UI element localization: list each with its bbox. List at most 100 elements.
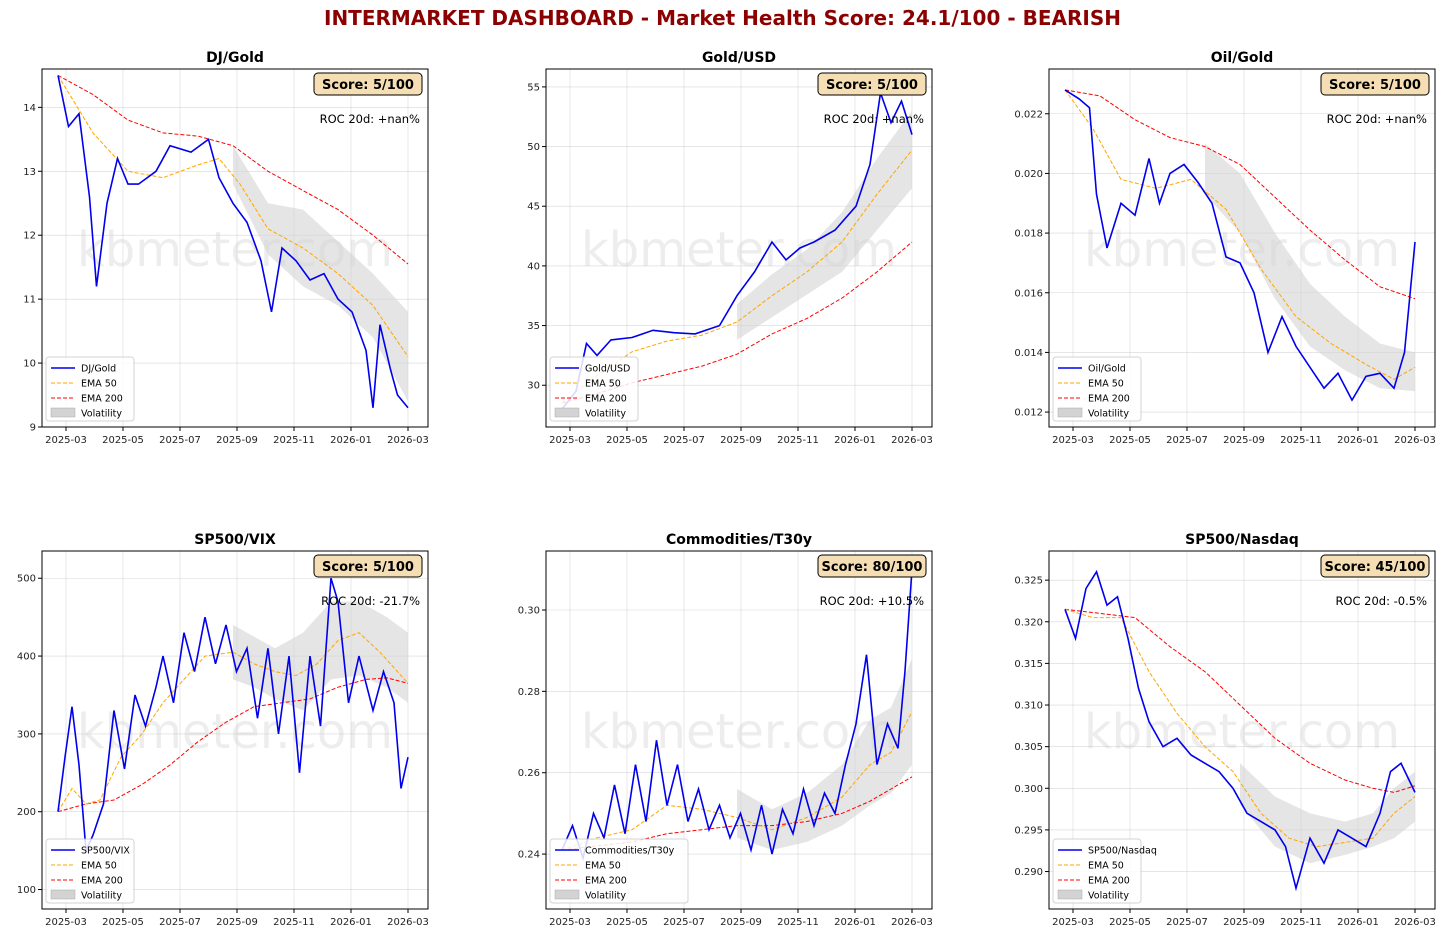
legend-label: EMA 50 — [585, 861, 621, 872]
x-tick-label: 2026-03 — [891, 435, 933, 446]
legend-label: EMA 50 — [1088, 379, 1124, 390]
legend-label: EMA 50 — [81, 379, 117, 390]
legend-box — [1052, 838, 1142, 904]
panel-title: DJ/Gold — [206, 50, 264, 66]
x-tick-label: 2025-11 — [777, 917, 819, 928]
legend-label: Volatility — [81, 891, 122, 902]
x-tick-label: 2026-03 — [387, 917, 429, 928]
y-tick-label: 0.310 — [1014, 701, 1043, 712]
x-tick-label: 2026-01 — [834, 917, 876, 928]
x-tick-label: 2025-07 — [663, 435, 705, 446]
ema200-line — [561, 776, 913, 851]
x-tick-label: 2025-09 — [720, 917, 762, 928]
legend-swatch — [50, 889, 76, 900]
legend-label: EMA 200 — [1088, 876, 1130, 887]
x-tick-label: 2025-11 — [1280, 435, 1322, 446]
chart-panel-3: SP500/VIX 100 200 300 400 500 2025-03 2025-05 20… — [17, 532, 429, 928]
legend-label: EMA 200 — [585, 394, 627, 405]
panel-title: SP500/Nasdaq — [1185, 532, 1299, 548]
ema200-line — [57, 677, 409, 813]
y-tick-label: 13 — [23, 167, 36, 178]
legend-label: EMA 200 — [1088, 394, 1130, 405]
volatility-band — [737, 110, 912, 340]
roc-label: ROC 20d: +nan% — [320, 112, 420, 126]
plot-frame — [41, 68, 429, 428]
y-tick-label: 0.320 — [1014, 617, 1043, 628]
y-tick-label: 9 — [30, 423, 36, 434]
score-box — [1320, 554, 1430, 578]
plot-frame — [41, 550, 429, 910]
y-tick-label: 0.325 — [1014, 576, 1043, 587]
chart-panel-2: Oil/Gold 0.012 0.014 0.016 0.018 0.020 0.022 20… — [1014, 50, 1436, 446]
score-box — [817, 72, 927, 96]
x-tick-label: 2025-03 — [1052, 917, 1094, 928]
plot-frame — [1048, 68, 1436, 428]
x-tick-label: 2026-01 — [834, 435, 876, 446]
y-tick-label: 0.315 — [1014, 659, 1043, 670]
y-tick-label: 50 — [527, 142, 540, 153]
ema50-line — [1064, 89, 1416, 380]
x-tick-label: 2025-03 — [45, 435, 87, 446]
x-tick-label: 2026-01 — [330, 435, 372, 446]
y-tick-label: 0.012 — [1014, 408, 1043, 419]
score-label: Score: 5/100 — [322, 78, 414, 93]
watermark: kbmeter.com — [1084, 704, 1400, 760]
legend-label: Commodities/T30y — [585, 846, 675, 857]
score-label: Score: 80/100 — [822, 560, 923, 575]
y-tick-label: 30 — [527, 381, 540, 392]
y-tick-label: 40 — [527, 261, 540, 272]
score-box — [1320, 72, 1430, 96]
legend-box — [549, 838, 689, 904]
legend-box — [45, 356, 135, 422]
chart-panel-0: DJ/Gold 9 10 11 12 13 14 2025-03 2025-05 2025-07 2… — [23, 50, 429, 446]
score-box — [313, 72, 423, 96]
legend-label: Oil/Gold — [1088, 364, 1126, 375]
legend-label: EMA 200 — [585, 876, 627, 887]
y-tick-label: 500 — [17, 574, 36, 585]
roc-label: ROC 20d: -21.7% — [321, 594, 420, 608]
price-line — [561, 569, 913, 862]
x-tick-label: 2026-01 — [330, 917, 372, 928]
legend-label: EMA 200 — [81, 876, 123, 887]
y-tick-label: 0.24 — [518, 850, 540, 861]
volatility-band — [233, 601, 408, 711]
legend-label: Gold/USD — [585, 364, 630, 375]
legend-label: DJ/Gold — [81, 364, 116, 375]
x-tick-label: 2025-11 — [1280, 917, 1322, 928]
y-tick-label: 45 — [527, 202, 540, 213]
legend-swatch — [1057, 889, 1083, 900]
x-tick-label: 2025-03 — [549, 435, 591, 446]
x-tick-label: 2025-05 — [606, 435, 648, 446]
roc-label: ROC 20d: +10.5% — [820, 594, 924, 608]
x-tick-label: 2025-07 — [1166, 917, 1208, 928]
y-tick-label: 0.28 — [518, 687, 540, 698]
ema200-line — [1064, 89, 1416, 300]
legend-label: EMA 200 — [81, 394, 123, 405]
y-tick-label: 0.018 — [1014, 229, 1043, 240]
volatility-band — [1205, 143, 1415, 392]
x-tick-label: 2025-05 — [606, 917, 648, 928]
chart-panel-5: SP500/Nasdaq 0.290 0.295 0.300 0.305 0.310 0.3… — [1014, 532, 1436, 928]
score-label: Score: 45/100 — [1325, 560, 1426, 575]
watermark: kbmeter.com — [77, 704, 393, 760]
x-tick-label: 2025-07 — [159, 917, 201, 928]
dashboard-title: INTERMARKET DASHBOARD - Market Health Sc… — [324, 6, 1121, 30]
legend-label: Volatility — [1088, 891, 1129, 902]
legend-swatch — [50, 407, 76, 418]
x-tick-label: 2025-09 — [216, 435, 258, 446]
y-tick-label: 300 — [17, 729, 36, 740]
roc-label: ROC 20d: +nan% — [1327, 112, 1427, 126]
x-tick-label: 2025-07 — [663, 917, 705, 928]
x-tick-label: 2025-09 — [216, 917, 258, 928]
legend-swatch — [554, 407, 580, 418]
plot-frame — [545, 550, 933, 910]
ema200-line — [57, 74, 409, 265]
legend-label: Volatility — [585, 891, 626, 902]
legend-label: Volatility — [81, 409, 122, 420]
y-tick-label: 0.26 — [518, 768, 540, 779]
x-tick-label: 2026-03 — [1394, 435, 1436, 446]
y-tick-label: 55 — [527, 82, 540, 93]
score-label: Score: 5/100 — [322, 560, 414, 575]
legend-label: EMA 50 — [81, 861, 117, 872]
legend-box — [45, 838, 135, 904]
